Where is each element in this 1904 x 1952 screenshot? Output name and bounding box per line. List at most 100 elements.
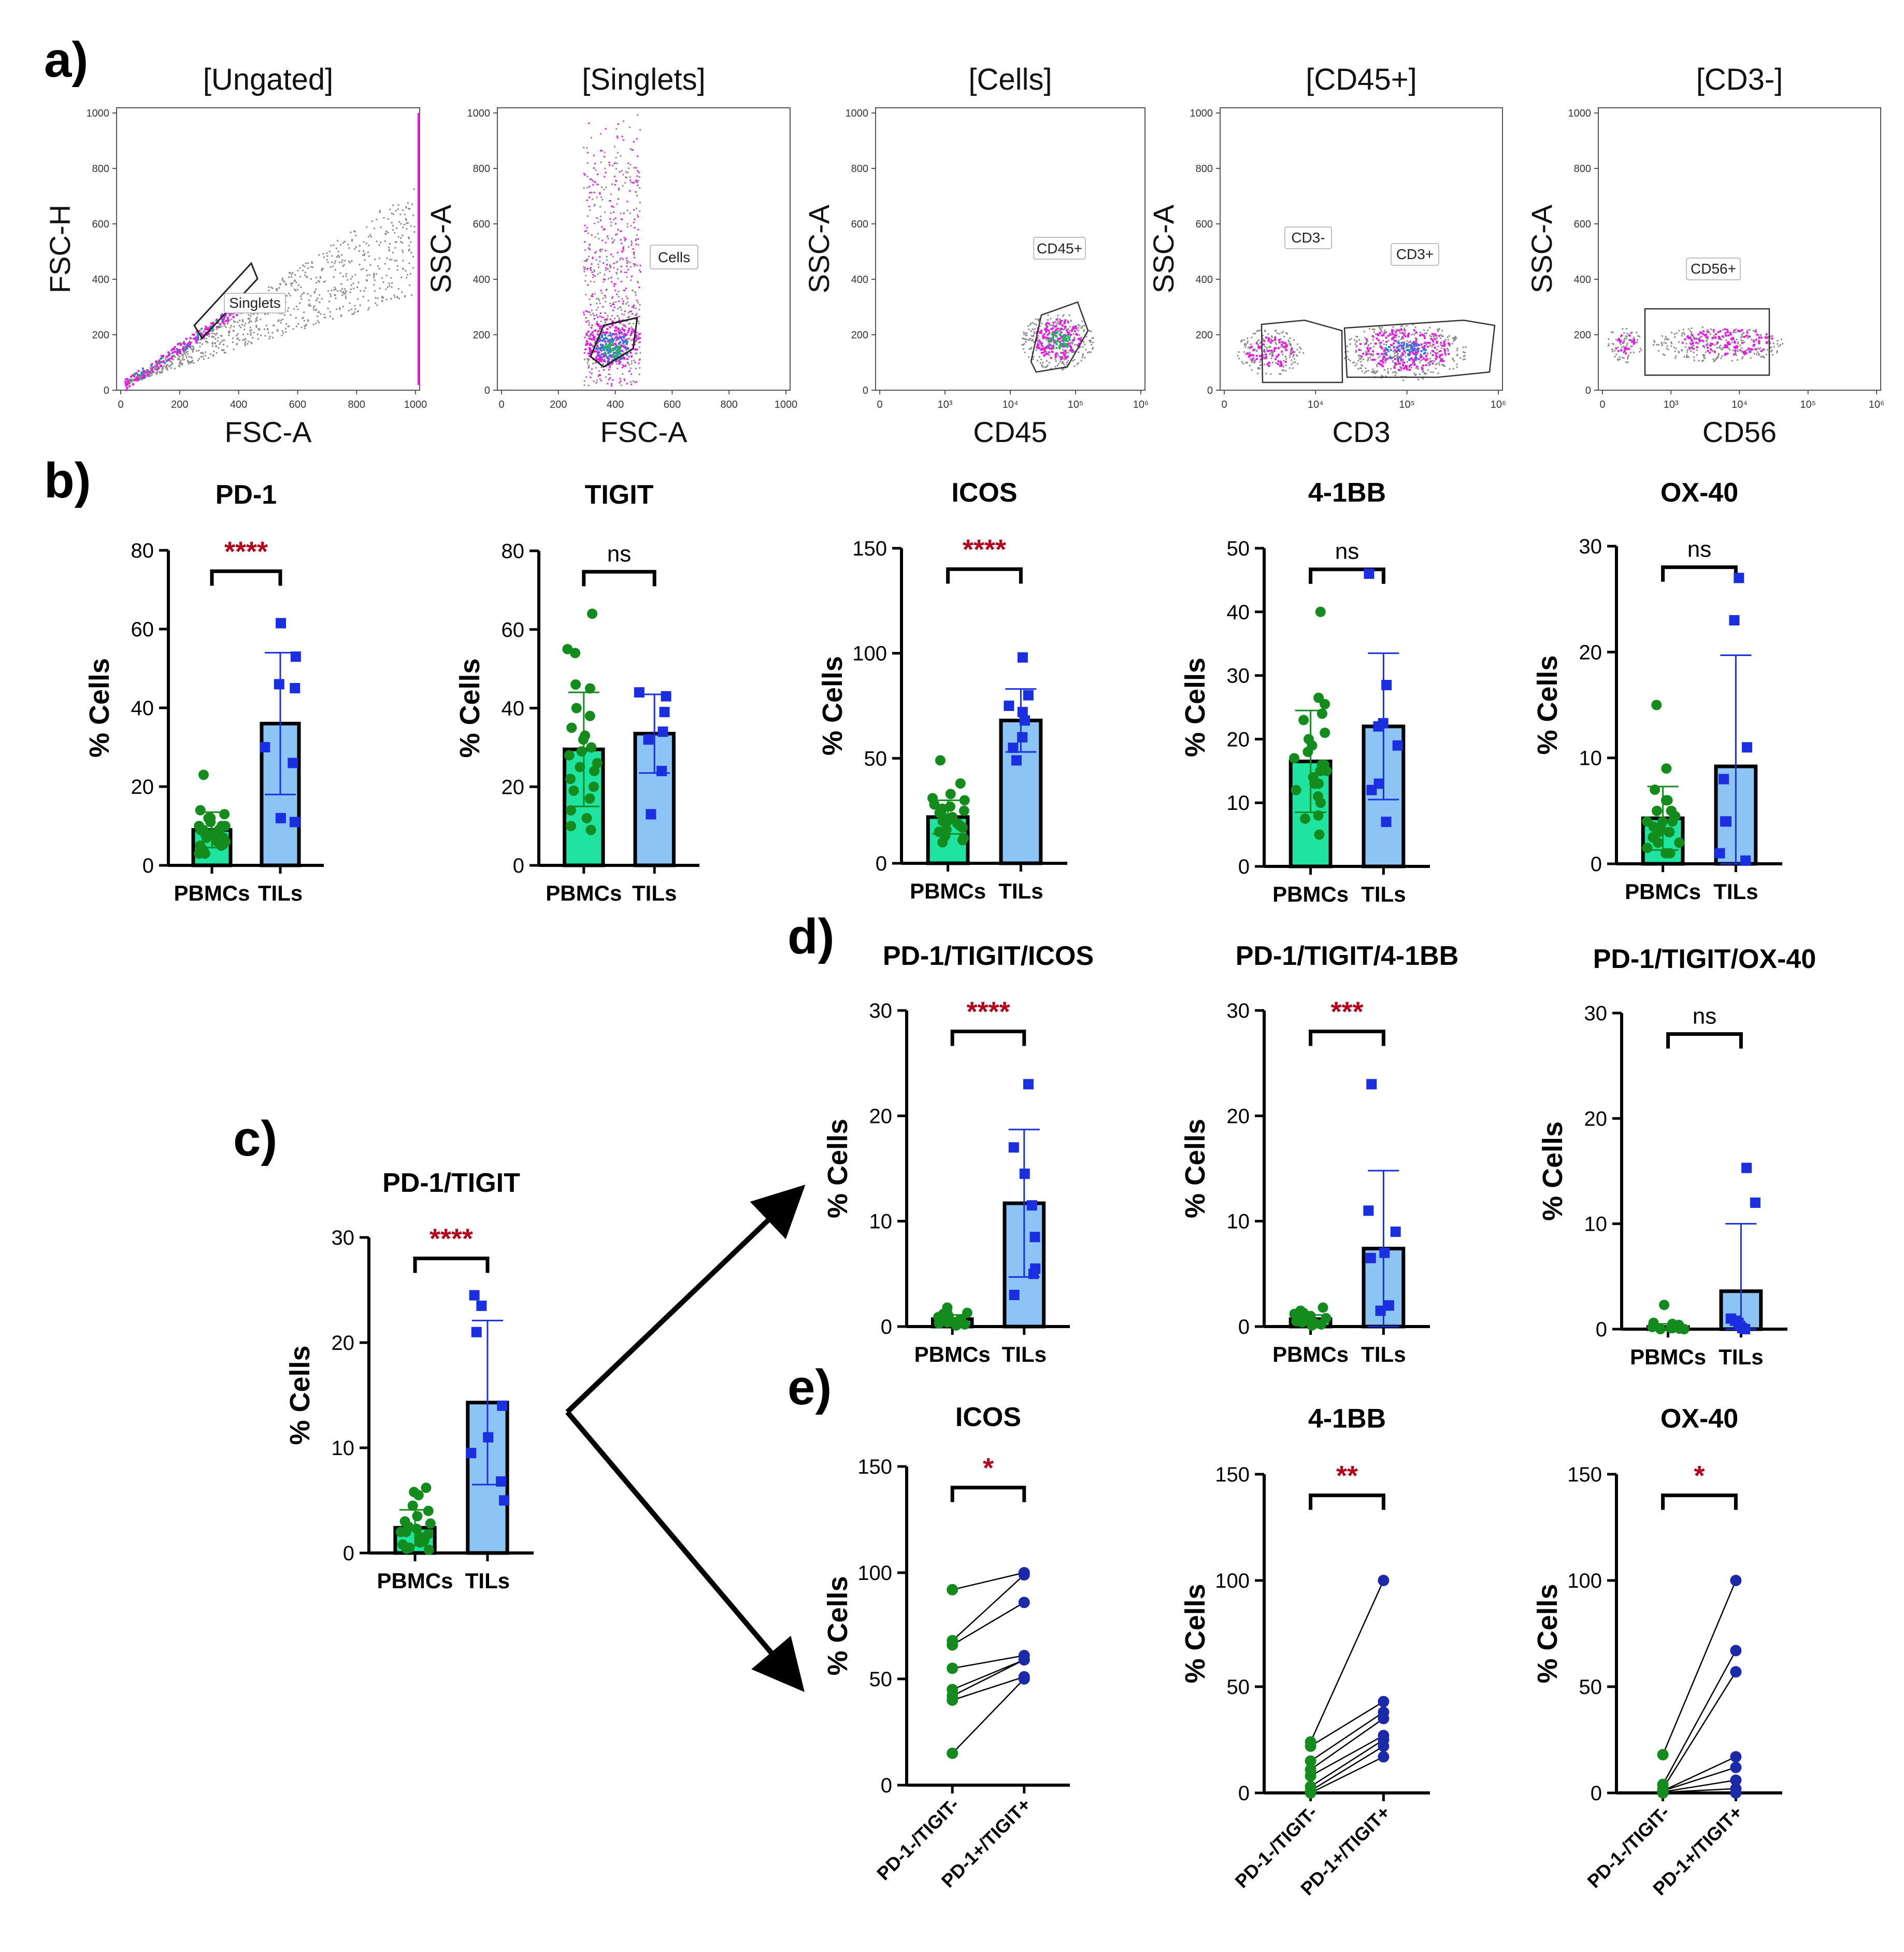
flow-event <box>389 243 391 245</box>
flow-event <box>1691 327 1693 329</box>
flow-event <box>279 283 281 286</box>
flow-event <box>1074 350 1076 352</box>
flow-event <box>1396 356 1398 358</box>
flow-event <box>411 203 413 205</box>
flow-event <box>597 351 599 353</box>
flow-event <box>1057 340 1060 343</box>
flow-event <box>1265 336 1267 339</box>
flow-event <box>1078 327 1080 329</box>
significance-bracket <box>210 569 282 586</box>
flow-event <box>1735 328 1737 330</box>
flow-event <box>1249 353 1251 356</box>
pair-line <box>1310 1756 1384 1794</box>
flow-event <box>1254 361 1256 363</box>
flow-event <box>268 286 270 288</box>
flow-event <box>1067 352 1069 354</box>
flow-event <box>636 181 638 183</box>
flow-event <box>1623 357 1625 359</box>
flow-event <box>250 341 252 344</box>
flow-event <box>1079 346 1081 348</box>
flow-event <box>317 297 319 300</box>
pair-line <box>952 1602 1025 1646</box>
flow-event <box>1711 336 1714 339</box>
flow-event <box>637 114 639 116</box>
flow-event <box>260 334 262 336</box>
flow-event <box>611 296 613 298</box>
flow-y-tick-label: 200 <box>851 330 868 341</box>
flow-event <box>337 240 339 242</box>
flow-event <box>625 257 627 259</box>
y-tick-label: 20 <box>332 1332 355 1355</box>
flow-event <box>1057 354 1059 357</box>
flow-event <box>620 306 622 308</box>
flow-event <box>1397 362 1400 365</box>
flow-event <box>1066 364 1068 366</box>
flow-event <box>211 345 213 347</box>
flow-event <box>1442 345 1444 347</box>
flow-event <box>1048 346 1050 349</box>
flow-event <box>1285 345 1287 348</box>
flow-event <box>345 290 347 292</box>
flow-event <box>260 319 262 321</box>
flow-event <box>1438 364 1440 366</box>
flow-event <box>621 349 624 352</box>
flow-event <box>595 347 597 350</box>
flow-event <box>618 343 621 345</box>
flow-event <box>1422 356 1424 358</box>
til-data-point <box>1381 680 1392 691</box>
flow-event <box>1066 331 1069 334</box>
flow-event <box>611 383 613 385</box>
flow-event <box>374 258 376 260</box>
y-tick-label: 60 <box>131 618 154 641</box>
flow-event <box>205 325 207 328</box>
flow-event <box>1091 344 1093 346</box>
flow-event <box>622 303 624 305</box>
flow-event <box>1399 358 1402 361</box>
flow-event <box>604 319 606 321</box>
flow-event <box>303 311 305 314</box>
flow-event <box>1751 338 1753 340</box>
flow-event <box>624 239 626 241</box>
flow-event <box>250 315 252 317</box>
flow-event <box>631 306 633 308</box>
flow-event <box>298 284 300 287</box>
flow-event <box>351 313 353 315</box>
flow-event <box>144 374 147 377</box>
flow-event <box>1746 337 1749 339</box>
flow-event <box>1737 359 1739 361</box>
flow-event <box>295 306 297 308</box>
flow-event <box>180 343 182 346</box>
flow-event <box>1758 338 1760 340</box>
flow-event <box>638 341 640 344</box>
flow-event <box>613 333 615 336</box>
flow-event <box>1727 352 1729 354</box>
flow-event <box>320 277 322 279</box>
flow-event <box>1054 358 1056 360</box>
flow-event <box>1693 351 1695 353</box>
pbmc-data-point <box>1315 606 1326 617</box>
flow-event <box>1368 352 1370 354</box>
flow-event <box>1046 322 1048 324</box>
flow-event <box>615 360 618 363</box>
flow-event <box>134 377 136 379</box>
flow-event <box>397 265 399 267</box>
flow-event <box>1412 323 1414 325</box>
flow-event <box>1405 366 1408 369</box>
gate-label-box <box>224 293 286 314</box>
flow-event <box>387 232 389 234</box>
flow-event <box>599 248 602 250</box>
flow-event <box>1665 336 1667 338</box>
flow-event <box>1063 321 1066 323</box>
flow-event <box>264 335 266 337</box>
flow-event <box>234 321 236 323</box>
flow-event <box>1717 335 1720 338</box>
flow-y-tick-label: 400 <box>473 274 490 286</box>
flow-event <box>1052 347 1055 350</box>
flow-event <box>1062 319 1064 321</box>
y-tick-label: 40 <box>1227 601 1250 624</box>
flow-event <box>374 290 376 292</box>
flow-event <box>1052 345 1055 347</box>
flow-event <box>192 337 195 340</box>
